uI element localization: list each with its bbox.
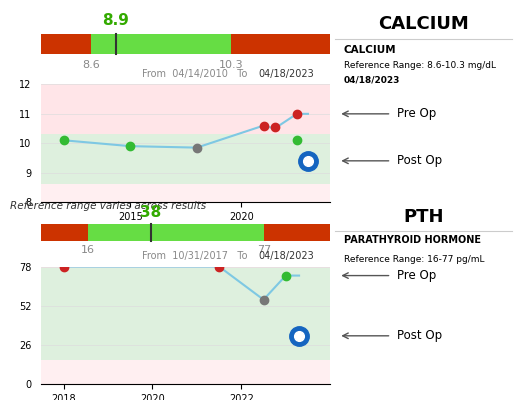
- Text: 04/18/2023: 04/18/2023: [344, 76, 400, 85]
- Text: Reference range varies across results: Reference range varies across results: [10, 201, 206, 211]
- Text: Post Op: Post Op: [397, 329, 442, 342]
- Text: 04/18/2023: 04/18/2023: [258, 251, 314, 261]
- Text: CALCIUM: CALCIUM: [378, 16, 469, 34]
- Bar: [41, 184, 330, 202]
- Text: 8.9: 8.9: [102, 13, 129, 28]
- Text: Reference Range: 8.6-10.3 mg/dL: Reference Range: 8.6-10.3 mg/dL: [344, 61, 496, 70]
- Text: From  10/31/2017   To: From 10/31/2017 To: [143, 251, 248, 261]
- Text: PTH: PTH: [403, 208, 444, 226]
- Bar: [41, 360, 330, 384]
- Text: Reference Range: 16-77 pg/mL: Reference Range: 16-77 pg/mL: [344, 255, 484, 264]
- Text: 8.6: 8.6: [82, 60, 100, 70]
- Text: Post Op: Post Op: [397, 154, 442, 167]
- Bar: [91, 34, 231, 54]
- Text: 38: 38: [141, 205, 162, 220]
- Bar: [41, 224, 330, 241]
- Text: 16: 16: [81, 245, 95, 255]
- Bar: [41, 266, 330, 268]
- Text: CALCIUM: CALCIUM: [344, 45, 397, 55]
- Text: PARATHYROID HORMONE: PARATHYROID HORMONE: [344, 235, 481, 245]
- Text: 04/18/2023: 04/18/2023: [258, 69, 314, 79]
- Text: 77: 77: [256, 245, 271, 255]
- Text: From  04/14/2010   To: From 04/14/2010 To: [143, 69, 248, 79]
- Bar: [87, 224, 264, 241]
- Bar: [41, 268, 330, 360]
- Text: Pre Op: Pre Op: [397, 107, 436, 120]
- Bar: [41, 84, 330, 134]
- Text: 10.3: 10.3: [219, 60, 244, 70]
- Bar: [41, 134, 330, 184]
- Text: Pre Op: Pre Op: [397, 269, 436, 282]
- Bar: [41, 34, 330, 54]
